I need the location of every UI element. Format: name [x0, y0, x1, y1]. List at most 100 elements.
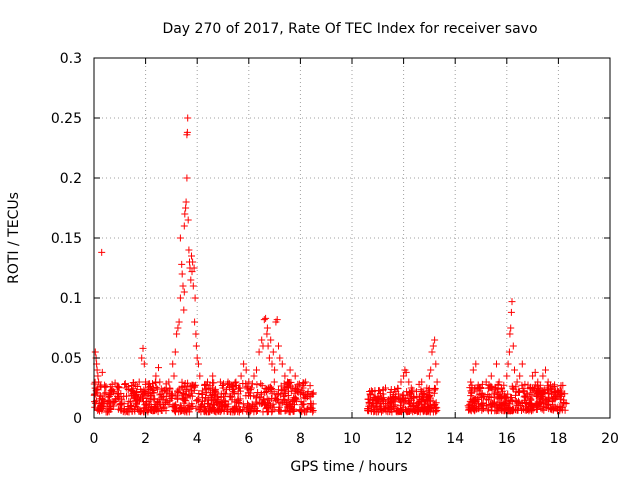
data-point: [273, 316, 281, 324]
data-point: [125, 397, 133, 405]
data-point: [473, 387, 481, 395]
data-point: [551, 403, 559, 411]
data-point: [250, 372, 258, 380]
data-point: [309, 400, 317, 408]
data-point: [169, 360, 177, 368]
x-tick-label: 18: [549, 431, 567, 447]
data-point: [144, 408, 152, 416]
y-axis-label: ROTI / TECUs: [6, 192, 22, 284]
x-axis-label: GPS time / hours: [290, 459, 407, 475]
data-point: [529, 372, 537, 380]
data-point: [236, 395, 244, 403]
data-point: [382, 384, 389, 392]
data-point: [260, 316, 268, 324]
data-point: [228, 393, 236, 401]
data-point: [106, 392, 113, 400]
data-point: [226, 408, 234, 415]
data-point: [505, 348, 513, 356]
data-point: [474, 384, 482, 392]
data-point: [561, 406, 569, 414]
data-point: [379, 407, 387, 415]
data-point: [191, 318, 199, 326]
data-point: [425, 402, 433, 410]
data-point: [512, 398, 520, 405]
data-point: [244, 401, 252, 409]
data-point: [531, 401, 539, 409]
data-point: [409, 402, 417, 410]
data-point: [427, 366, 435, 374]
data-point: [192, 330, 200, 338]
data-point: [480, 392, 488, 400]
data-point: [551, 389, 559, 396]
data-point: [484, 391, 492, 398]
data-point: [309, 408, 317, 416]
data-point: [129, 379, 137, 387]
data-point: [237, 372, 245, 380]
data-point: [513, 378, 521, 386]
data-point: [249, 402, 257, 410]
data-point: [151, 395, 159, 403]
data-point: [201, 397, 209, 405]
data-point: [198, 390, 206, 398]
data-point: [528, 391, 536, 399]
data-point: [174, 388, 181, 396]
data-point: [171, 348, 179, 356]
data-point: [259, 399, 266, 407]
data-point: [475, 391, 483, 399]
data-point: [156, 378, 164, 386]
data-point: [162, 384, 170, 392]
data-point: [99, 396, 107, 404]
data-point: [495, 391, 503, 399]
data-point: [239, 380, 247, 387]
data-point: [183, 128, 191, 136]
y-axis-ticks: 0 0.05 0.1 0.15 0.2 0.25 0.3: [51, 51, 610, 427]
data-point: [526, 384, 534, 392]
data-point: [503, 372, 511, 380]
data-point: [240, 360, 248, 368]
data-point: [547, 384, 555, 392]
data-point: [176, 405, 184, 413]
data-point: [114, 383, 122, 391]
data-point: [308, 404, 316, 412]
data-point: [222, 390, 230, 398]
data-point: [160, 403, 168, 411]
data-point: [270, 378, 278, 386]
x-tick-label: 20: [601, 431, 619, 447]
data-point: [519, 387, 527, 395]
data-point: [257, 380, 265, 388]
data-point: [232, 378, 240, 386]
data-point: [557, 404, 565, 412]
data-point: [429, 342, 437, 350]
data-point: [384, 396, 392, 404]
data-point: [495, 404, 503, 412]
data-point: [230, 406, 237, 414]
data-point: [472, 360, 480, 368]
data-point: [173, 330, 181, 338]
data-point: [379, 390, 387, 398]
data-point: [389, 392, 397, 400]
data-point: [271, 366, 279, 374]
data-point: [179, 395, 187, 403]
data-point: [308, 390, 316, 398]
data-point: [559, 381, 567, 389]
data-point: [127, 390, 135, 398]
data-point: [91, 403, 99, 411]
data-point: [267, 383, 275, 391]
data-point: [561, 390, 569, 398]
data-point: [527, 395, 535, 403]
data-point: [413, 407, 421, 415]
data-point: [184, 114, 192, 122]
data-point: [264, 342, 272, 350]
data-point: [193, 354, 201, 362]
data-point: [219, 384, 227, 392]
data-point: [104, 393, 112, 401]
data-point: [180, 306, 188, 314]
data-point: [397, 378, 405, 386]
data-point: [208, 394, 215, 402]
data-point: [185, 246, 193, 254]
data-point: [257, 390, 265, 398]
data-point: [209, 379, 216, 387]
data-point: [126, 398, 134, 406]
data-point: [390, 398, 398, 406]
data-point: [94, 372, 102, 380]
